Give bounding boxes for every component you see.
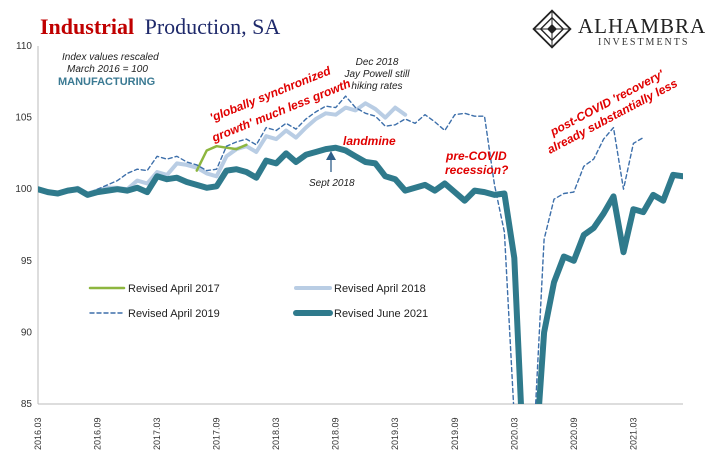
legend-label: Revised June 2021 bbox=[334, 308, 428, 320]
legend: Revised April 2017 Revised April 2018 Revi… bbox=[88, 283, 428, 320]
y-tick-label: 110 bbox=[16, 41, 32, 52]
sept2018-arrow-head bbox=[326, 151, 336, 160]
note-line-1: Index values rescaled bbox=[62, 52, 159, 63]
note-category: MANUFACTURING bbox=[58, 76, 155, 88]
x-tick-label: 2019.03 bbox=[390, 417, 400, 450]
x-tick-label: 2016.03 bbox=[33, 417, 43, 450]
series-line-4 bbox=[38, 144, 683, 404]
annotation-landmine: landmine bbox=[343, 134, 396, 148]
y-tick-label: 100 bbox=[15, 184, 32, 195]
x-tick-label: 2017.09 bbox=[212, 417, 222, 450]
note-line-2: March 2016 = 100 bbox=[67, 64, 148, 75]
y-tick-labels: 85 90 95 100 105 110 bbox=[15, 41, 32, 410]
title-part-2: Production, SA bbox=[145, 14, 281, 39]
y-tick-label: 90 bbox=[21, 327, 33, 338]
x-tick-label: 2018.09 bbox=[331, 417, 341, 450]
annotation-dec2018-line-1: Dec 2018 bbox=[356, 57, 399, 68]
y-tick-label: 85 bbox=[21, 399, 33, 410]
brand-subtitle: INVESTMENTS bbox=[598, 37, 689, 48]
y-tick-label: 105 bbox=[15, 113, 32, 124]
x-tick-label: 2018.03 bbox=[271, 417, 281, 450]
chart-title: Industrial Production, SA bbox=[40, 14, 280, 39]
series-line-1 bbox=[195, 143, 248, 172]
x-tick-label: 2019.09 bbox=[450, 417, 460, 450]
x-tick-label: 2020.09 bbox=[569, 417, 579, 450]
y-tick-label: 95 bbox=[21, 256, 33, 267]
x-tick-label: 2016.09 bbox=[93, 417, 103, 450]
series-layer bbox=[38, 95, 683, 404]
annotation-dec2018-line-3: hiking rates bbox=[351, 81, 402, 92]
annotation-precovid-line-2: recession? bbox=[445, 163, 509, 177]
legend-label: Revised April 2017 bbox=[128, 283, 220, 295]
title-part-1: Industrial bbox=[40, 14, 134, 39]
alhambra-logo: ALHAMBRA INVESTMENTS bbox=[532, 9, 705, 49]
legend-label: Revised April 2018 bbox=[334, 283, 426, 295]
logo-diamond-icon bbox=[532, 9, 572, 49]
series-line-3 bbox=[38, 95, 644, 404]
legend-label: Revised April 2019 bbox=[128, 308, 220, 320]
x-tick-label: 2020.03 bbox=[509, 417, 519, 450]
x-tick-labels: 2016.03 2016.09 2017.03 2017.09 2018.03 2018.… bbox=[33, 417, 638, 450]
annotation-precovid-line-1: pre-COVID bbox=[445, 149, 507, 163]
x-tick-label: 2017.03 bbox=[152, 417, 162, 450]
annotation-dec2018-line-2: Jay Powell still bbox=[343, 69, 410, 80]
x-tick-label: 2021.03 bbox=[628, 417, 638, 450]
brand-name: ALHAMBRA bbox=[578, 14, 705, 38]
annotation-sept2018: Sept 2018 bbox=[309, 178, 355, 189]
